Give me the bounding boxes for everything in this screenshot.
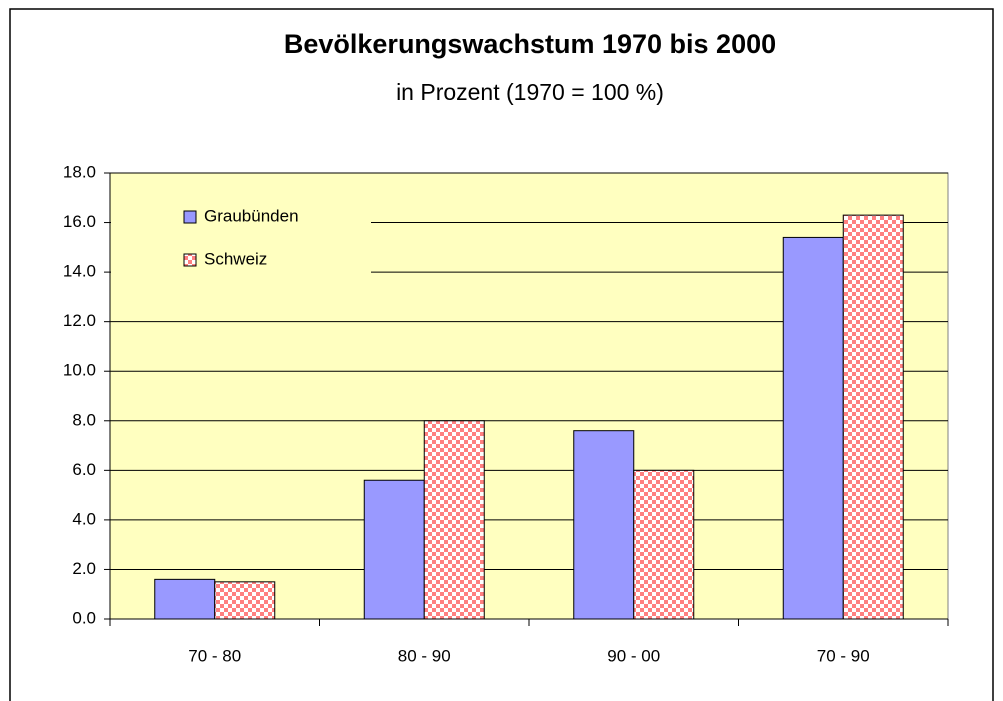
y-tick-label: 18.0 (63, 162, 96, 181)
x-tick-label: 70 - 90 (817, 646, 870, 665)
y-tick-label: 2.0 (72, 559, 96, 578)
legend-box (111, 195, 371, 290)
legend-label: Graubünden (204, 206, 299, 225)
bar (573, 430, 635, 620)
legend-swatch (183, 253, 197, 267)
x-tick-label: 70 - 80 (188, 646, 241, 665)
chart-subtitle: in Prozent (1970 = 100 %) (396, 79, 664, 105)
bar (633, 469, 695, 620)
y-tick-label: 8.0 (72, 410, 96, 429)
y-tick-label: 0.0 (72, 608, 96, 627)
bar (423, 420, 485, 620)
legend-swatch (183, 210, 197, 224)
legend-label: Schweiz (204, 249, 267, 268)
x-tick-label: 80 - 90 (398, 646, 451, 665)
bar (363, 479, 425, 620)
bar (214, 581, 276, 620)
bar (782, 236, 844, 620)
bar (154, 578, 216, 620)
y-tick-label: 6.0 (72, 460, 96, 479)
y-tick-label: 16.0 (63, 212, 96, 231)
x-tick-label: 90 - 00 (607, 646, 660, 665)
bar (842, 214, 904, 620)
y-tick-label: 14.0 (63, 262, 96, 281)
y-tick-label: 4.0 (72, 509, 96, 528)
chart-title: Bevölkerungswachstum 1970 bis 2000 (284, 29, 776, 59)
chart-border (9, 8, 994, 701)
y-tick-label: 12.0 (63, 311, 96, 330)
y-tick-label: 10.0 (63, 361, 96, 380)
